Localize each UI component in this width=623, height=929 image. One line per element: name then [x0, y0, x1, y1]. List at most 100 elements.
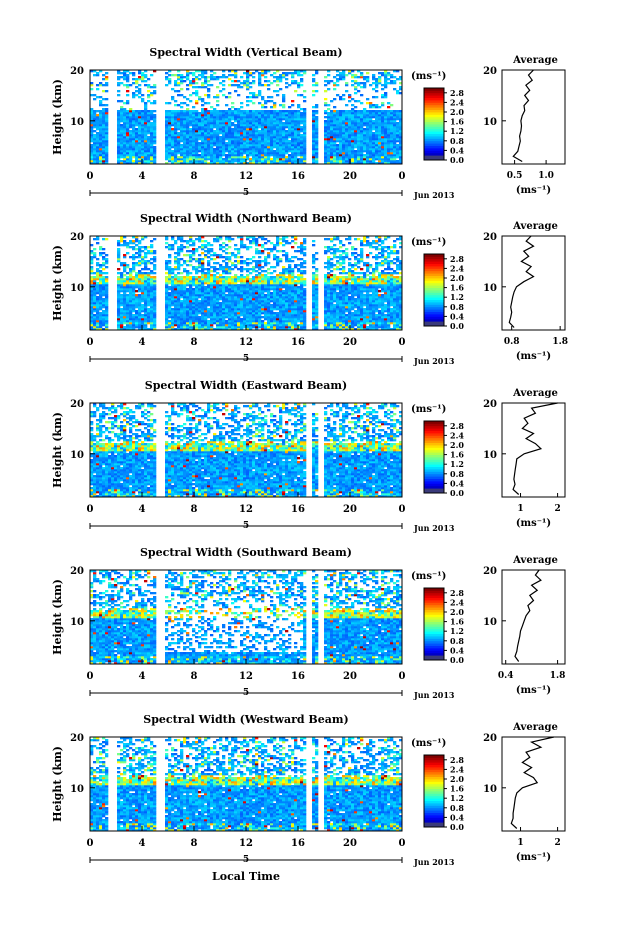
heatmap-cell [147, 100, 151, 103]
heatmap-cell [312, 94, 316, 97]
heatmap-cell [153, 280, 157, 283]
heatmap-cell [393, 118, 397, 121]
heatmap-cell [354, 142, 358, 145]
heatmap-cell [216, 298, 220, 301]
heatmap-cell [102, 118, 106, 121]
heatmap-cell [123, 296, 127, 299]
heatmap-cell [177, 282, 181, 285]
heatmap-cell [186, 136, 190, 139]
heatmap-cell [189, 148, 193, 151]
heatmap-cell [144, 290, 148, 293]
heatmap-cell [192, 130, 196, 133]
heatmap-cell [243, 116, 247, 119]
heatmap-cell [351, 118, 355, 121]
heatmap-cell [96, 134, 100, 137]
colorbar-swatch [424, 148, 444, 151]
colorbar-swatch [424, 145, 444, 149]
heatmap-cell [252, 142, 256, 145]
heatmap-cell [195, 128, 199, 131]
heatmap-cell [324, 156, 328, 159]
heatmap-cell [198, 134, 202, 137]
heatmap-cell [351, 74, 355, 77]
heatmap-cell [276, 116, 280, 119]
heatmap-cell [195, 310, 199, 313]
heatmap-cell [192, 110, 196, 113]
heatmap-cell [198, 70, 202, 73]
heatmap-cell [129, 288, 133, 291]
heatmap-cell [381, 130, 385, 133]
heatmap-cell [252, 120, 256, 123]
heatmap-cell [345, 116, 349, 119]
heatmap-cell [147, 302, 151, 305]
heatmap-cell [129, 242, 133, 245]
heatmap-cell [270, 126, 274, 129]
heatmap-cell [228, 252, 232, 255]
heatmap-cell [186, 300, 190, 303]
heatmap-cell [120, 142, 124, 145]
heatmap-cell [174, 110, 178, 113]
heatmap-cell [372, 124, 376, 127]
heatmap-cell [348, 126, 352, 129]
heatmap-cell [186, 128, 190, 131]
heatmap-cell [312, 128, 316, 131]
heatmap-cell [381, 126, 385, 129]
heatmap-cell [195, 114, 199, 117]
heatmap-cell [168, 120, 172, 123]
heatmap-cell [246, 110, 250, 113]
heatmap-cell [390, 158, 394, 161]
heatmap-cell [228, 108, 232, 111]
heatmap-cell [240, 280, 244, 283]
heatmap-cell [93, 70, 97, 73]
heatmap-cell [165, 142, 169, 145]
heatmap-cell [129, 278, 133, 281]
heatmap-cell [219, 282, 223, 285]
heatmap-cell [195, 282, 199, 285]
heatmap-cell [189, 258, 193, 261]
heatmap-cell [201, 272, 205, 275]
heatmap-cell [174, 138, 178, 141]
heatmap-cell [123, 298, 127, 301]
heatmap-cell [186, 98, 190, 101]
heatmap-cell [387, 134, 391, 137]
heatmap-cell [390, 144, 394, 147]
heatmap-cell [282, 136, 286, 139]
heatmap-cell [186, 72, 190, 75]
heatmap-cell [105, 328, 109, 331]
heatmap-cell [291, 150, 295, 153]
heatmap-cell [129, 304, 133, 307]
heatmap-cell [228, 144, 232, 147]
heatmap-cell [204, 150, 208, 153]
heatmap-cell [186, 152, 190, 155]
heatmap-cell [126, 120, 130, 123]
heatmap-cell [258, 144, 262, 147]
heatmap-cell [384, 82, 388, 85]
heatmap-cell [246, 162, 250, 165]
heatmap-cell [222, 138, 226, 141]
heatmap-cell [234, 80, 238, 83]
heatmap-cell [282, 94, 286, 97]
heatmap-cell [234, 312, 238, 315]
heatmap-cell [174, 120, 178, 123]
heatmap-cell [240, 124, 244, 127]
heatmap-cell [135, 264, 139, 267]
heatmap-cell [276, 110, 280, 113]
heatmap-cell [342, 154, 346, 157]
heatmap-cell [222, 308, 226, 311]
heatmap-cell [183, 300, 187, 303]
heatmap-cell [222, 140, 226, 143]
heatmap-cell [366, 132, 370, 135]
heatmap-cell [183, 276, 187, 279]
heatmap-cell [90, 132, 94, 135]
heatmap-cell [282, 72, 286, 75]
heatmap-cell [198, 120, 202, 123]
heatmap-cell [93, 144, 97, 147]
heatmap-cell [228, 256, 232, 259]
heatmap-cell [96, 126, 100, 129]
heatmap-cell [222, 154, 226, 157]
heatmap-cell [132, 156, 136, 159]
heatmap-cell [147, 138, 151, 141]
heatmap-cell [189, 304, 193, 307]
heatmap-cell [123, 134, 127, 137]
heatmap-cell [132, 146, 136, 149]
heatmap-cell [204, 122, 208, 125]
